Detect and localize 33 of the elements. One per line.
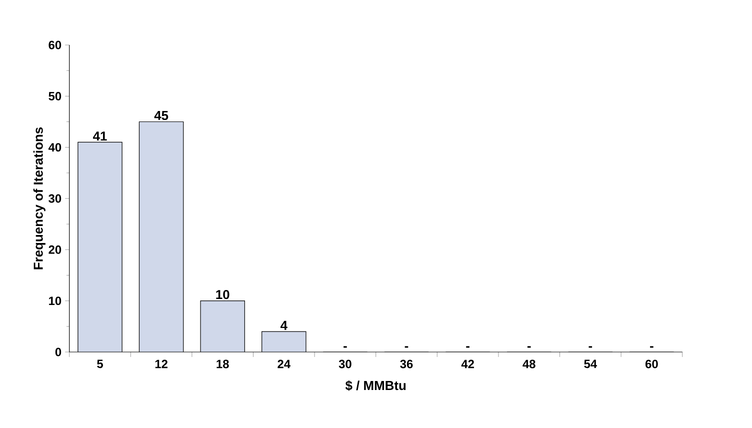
y-tick-label: 40 (48, 143, 62, 152)
bar (200, 300, 245, 352)
data-label: 10 (216, 290, 230, 300)
y-axis-title: Frequency of Iterations (33, 127, 46, 270)
data-label: - (527, 346, 531, 348)
data-label: - (650, 346, 654, 348)
x-tick-label: 18 (216, 360, 229, 368)
x-tick-label: 12 (155, 360, 168, 368)
data-label: - (588, 346, 592, 348)
data-label: 45 (154, 111, 168, 120)
x-tick-label: 60 (645, 360, 658, 368)
x-tick-label: 48 (522, 360, 536, 368)
x-tick-label: 42 (461, 360, 474, 368)
data-label: 4 (280, 320, 288, 330)
y-tick-label: 60 (48, 40, 62, 50)
data-label: - (466, 346, 470, 348)
x-tick-label: 5 (97, 360, 103, 368)
y-tick-label: 50 (48, 92, 62, 100)
x-axis-title: $ / MMBtu (345, 380, 406, 391)
y-tick-label: 0 (55, 348, 62, 356)
data-label: 41 (93, 132, 107, 141)
y-tick-label: 30 (48, 194, 62, 203)
data-label: - (404, 346, 408, 348)
bar (139, 122, 184, 352)
bar (262, 332, 306, 352)
data-label: - (344, 346, 347, 348)
x-tick-label: 30 (338, 360, 352, 368)
y-tick-label: 20 (48, 245, 62, 254)
x-tick-label: 36 (400, 360, 413, 368)
bar (78, 142, 122, 352)
x-tick-label: 54 (584, 360, 597, 368)
y-tick-label: 10 (49, 296, 62, 306)
x-tick-label: 24 (278, 360, 290, 368)
